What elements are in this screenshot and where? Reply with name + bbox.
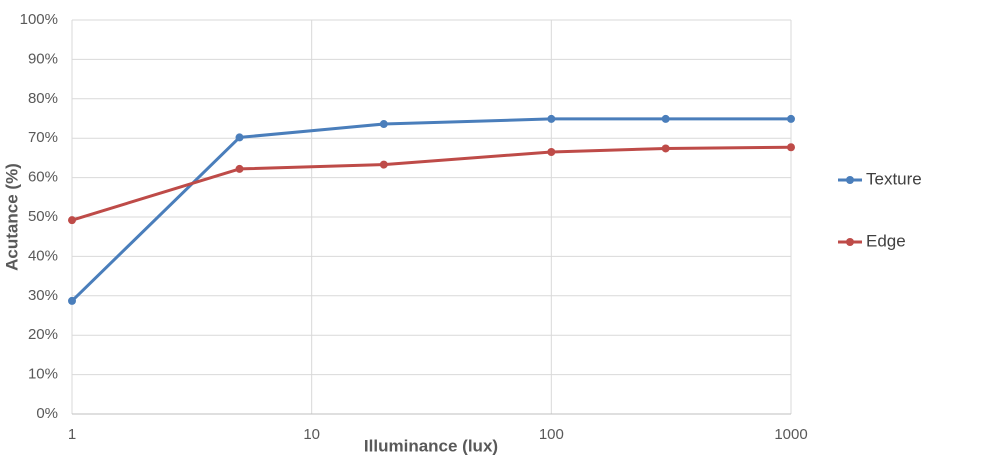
y-tick-label: 40% — [28, 247, 58, 264]
y-tick-label: 90% — [28, 50, 58, 67]
data-point — [787, 143, 795, 152]
legend-label: Edge — [866, 231, 906, 250]
data-point — [547, 147, 556, 156]
y-tick-label: 50% — [28, 208, 58, 225]
legend-marker — [846, 176, 854, 184]
data-point — [68, 216, 76, 225]
data-point — [661, 114, 670, 123]
y-tick-label: 30% — [28, 287, 58, 304]
x-tick-label: 1000 — [774, 426, 807, 443]
x-tick-label: 100 — [539, 426, 564, 443]
series-line — [70, 117, 791, 302]
y-tick-label: 60% — [28, 169, 58, 186]
y-axis-title: Acutance (%) — [2, 163, 21, 271]
series-line — [71, 145, 792, 222]
data-point — [68, 296, 76, 305]
data-point — [661, 144, 670, 153]
y-tick-label: 20% — [28, 326, 58, 343]
y-tick-label: 0% — [36, 405, 58, 422]
data-point — [379, 160, 388, 169]
data-point — [235, 164, 244, 173]
y-tick-label: 10% — [28, 366, 58, 383]
legend-label: Texture — [866, 169, 922, 188]
data-point — [547, 114, 556, 123]
data-point — [379, 120, 388, 129]
y-tick-label: 80% — [28, 90, 58, 107]
legend-marker — [846, 238, 854, 246]
y-tick-label: 100% — [20, 11, 58, 28]
data-point — [235, 133, 244, 142]
x-tick-label: 10 — [303, 426, 320, 443]
x-tick-label: 1 — [68, 426, 76, 443]
data-point — [787, 114, 795, 123]
y-tick-label: 70% — [28, 129, 58, 146]
x-axis-title: Illuminance (lux) — [364, 436, 498, 455]
